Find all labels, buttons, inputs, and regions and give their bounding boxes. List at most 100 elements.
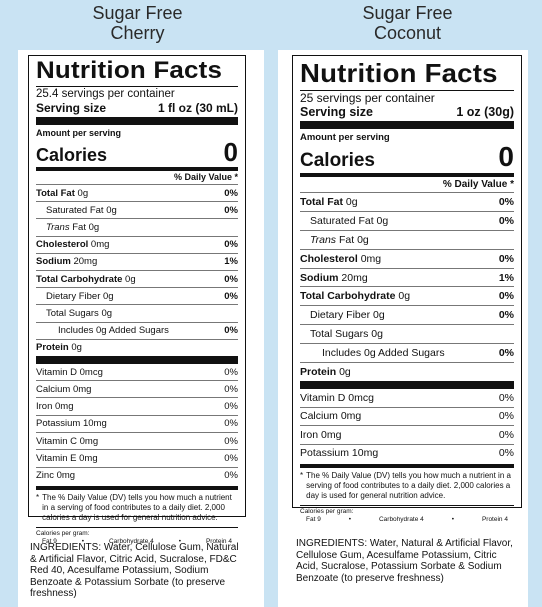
cpg-carbohydrate: Carbohydrate 4 xyxy=(108,537,154,545)
vitamin-daily-value: 0% xyxy=(224,418,238,430)
nutrient-label: Cholesterol xyxy=(300,252,358,265)
nutrient-name: Cholesterol 0mg xyxy=(36,239,109,250)
nutrient-daily-value: 0% xyxy=(498,214,514,227)
vitamin-name: Calcium 0mg xyxy=(300,410,362,423)
cpg-dot: • xyxy=(451,516,454,524)
nutrient-label: Total Fat xyxy=(300,195,343,208)
nutrient-label: Total Sugars xyxy=(310,328,369,341)
nutrient-row: Sodium 20mg 1% xyxy=(36,252,238,270)
serving-size-value: 1 fl oz (30 mL) xyxy=(157,101,238,115)
nutrient-daily-value: 0% xyxy=(498,347,514,360)
cpg-dot: • xyxy=(178,537,181,545)
dv-footnote: * The % Daily Value (DV) tells you how m… xyxy=(36,490,238,523)
vitamin-daily-value: 0% xyxy=(224,366,238,378)
cherry-title: Sugar Free Cherry xyxy=(30,3,245,43)
vitamin-name: Potassium 10mg xyxy=(36,418,107,430)
cpg-carbohydrate: Carbohydrate 4 xyxy=(378,516,424,524)
nutrient-name: Protein 0g xyxy=(36,342,82,353)
cpg-dot: • xyxy=(81,537,85,545)
cpg-fat: Fat 9 xyxy=(306,516,321,524)
nutrient-label: Protein xyxy=(300,365,337,378)
nutrient-label: Trans xyxy=(46,221,70,233)
nutrient-row: Saturated Fat 0g 0% xyxy=(300,210,514,230)
vitamin-name: Vitamin D 0mcg xyxy=(36,366,103,378)
footnote-text: The % Daily Value (DV) tells you how muc… xyxy=(306,471,511,501)
nutrient-label: Dietary Fiber xyxy=(46,290,101,302)
vitamin-row: Vitamin E 0mg 0% xyxy=(36,449,238,466)
nutrient-name: Trans Fat 0g xyxy=(36,222,99,233)
nutrient-row: Total Carbohydrate 0g 0% xyxy=(300,286,514,305)
cherry-ingredients: INGREDIENTS: Water, Cellulose Gum, Natur… xyxy=(30,542,239,599)
nutrient-label: Total Carbohydrate xyxy=(36,273,123,285)
nutrient-name: Sodium 20mg xyxy=(36,256,97,267)
nutrient-amount: 20mg xyxy=(73,256,98,268)
serving-size-value: 1 oz (30g) xyxy=(456,105,514,119)
nutrient-row: Includes 0g Added Sugars 0% xyxy=(36,321,238,339)
nutrient-row: Saturated Fat 0g 0% xyxy=(36,201,238,218)
vitamin-daily-value: 0% xyxy=(224,383,238,395)
vitamin-row: Zinc 0mg 0% xyxy=(36,466,238,484)
serving-size-label: Serving size xyxy=(36,101,107,115)
vitamin-row: Calcium 0mg 0% xyxy=(300,406,514,426)
calories-row: Calories 0 xyxy=(300,143,514,171)
nutrient-daily-value: 0% xyxy=(224,325,238,337)
coconut-nutrition-label: Nutrition Facts 25 servings per containe… xyxy=(292,55,522,523)
nutrient-amount: 0g xyxy=(125,273,136,285)
nutrient-label: Total Sugars xyxy=(46,307,99,319)
coconut-ingredients: INGREDIENTS: Water, Natural & Artificial… xyxy=(296,538,513,584)
nutrient-label: Cholesterol xyxy=(36,239,89,251)
nutrient-name: Total Fat 0g xyxy=(36,188,88,199)
nutrient-row: Dietary Fiber 0g 0% xyxy=(300,305,514,324)
nutrient-label: Includes 0g Added Sugars xyxy=(58,325,169,337)
nutrition-facts-heading: Nutrition Facts xyxy=(36,57,223,84)
vitamin-list: Vitamin D 0mcg 0% Calcium 0mg 0% Iron 0mg 0% P… xyxy=(36,364,238,484)
cpg-dot: • xyxy=(348,516,352,524)
nutrient-amount: 0g xyxy=(106,204,117,216)
nutrient-daily-value: 1% xyxy=(498,271,514,284)
nutrient-amount: 0g xyxy=(398,290,411,303)
nutrient-row: Trans Fat 0g xyxy=(300,229,514,249)
nutrient-name: Total Sugars 0g xyxy=(300,328,383,340)
nutrient-label: Trans xyxy=(310,233,337,246)
nutrient-amount: Fat 0g xyxy=(338,233,369,246)
nutrient-row: Total Carbohydrate 0g 0% xyxy=(36,269,238,287)
vitamin-name: Zinc 0mg xyxy=(36,470,76,482)
amount-per-serving: Amount per serving xyxy=(300,132,390,143)
nutrient-row: Dietary Fiber 0g 0% xyxy=(36,287,238,304)
vitamin-list: Vitamin D 0mcg 0% Calcium 0mg 0% Iron 0mg 0% P… xyxy=(300,389,514,462)
vitamin-daily-value: 0% xyxy=(498,447,514,460)
daily-value-header: % Daily Value * xyxy=(173,172,238,182)
calories-row: Calories 0 xyxy=(36,139,238,165)
nutrient-label: Total Fat xyxy=(36,187,75,199)
nutrient-daily-value: 1% xyxy=(224,256,238,268)
nutrient-daily-value: 0% xyxy=(224,204,238,216)
vitamin-daily-value: 0% xyxy=(224,435,238,447)
dv-footnote: * The % Daily Value (DV) tells you how m… xyxy=(300,468,514,501)
footnote-star: * xyxy=(36,492,40,502)
nutrient-name: Includes 0g Added Sugars xyxy=(36,325,169,336)
nutrient-daily-value: 0% xyxy=(498,252,514,265)
cpg-protein: Protein 4 xyxy=(481,516,508,524)
calories-per-gram-row: Fat 9 • Carbohydrate 4 • Protein 4 xyxy=(300,516,514,523)
footnote-star: * xyxy=(300,471,304,481)
calories-per-gram-row: Fat 9 • Carbohydrate 4 • Protein 4 xyxy=(36,538,238,545)
nutrient-name: Cholesterol 0mg xyxy=(300,253,381,265)
daily-value-header: % Daily Value * xyxy=(442,179,514,190)
vitamin-daily-value: 0% xyxy=(498,410,514,423)
vitamin-daily-value: 0% xyxy=(498,391,514,404)
nutrient-daily-value: 0% xyxy=(224,290,238,302)
nutrient-daily-value: 0% xyxy=(498,309,514,322)
nutrient-amount: 0g xyxy=(376,214,389,227)
coconut-title: Sugar Free Coconut xyxy=(300,3,515,43)
nutrient-list: Total Fat 0g 0% Saturated Fat 0g 0% Trans Fa… xyxy=(36,184,238,356)
nutrient-name: Trans Fat 0g xyxy=(300,234,369,246)
amount-per-serving: Amount per serving xyxy=(36,128,122,138)
calories-value: 0 xyxy=(223,137,238,167)
footnote-text: The % Daily Value (DV) tells you how muc… xyxy=(42,492,232,522)
nutrient-row: Protein 0g xyxy=(36,338,238,356)
calories-label: Calories xyxy=(300,150,375,171)
nutrient-label: Includes 0g Added Sugars xyxy=(322,347,445,360)
nutrient-daily-value: 0% xyxy=(224,239,238,251)
cpg-protein: Protein 4 xyxy=(205,537,232,545)
nutrient-row: Total Sugars 0g xyxy=(300,324,514,343)
